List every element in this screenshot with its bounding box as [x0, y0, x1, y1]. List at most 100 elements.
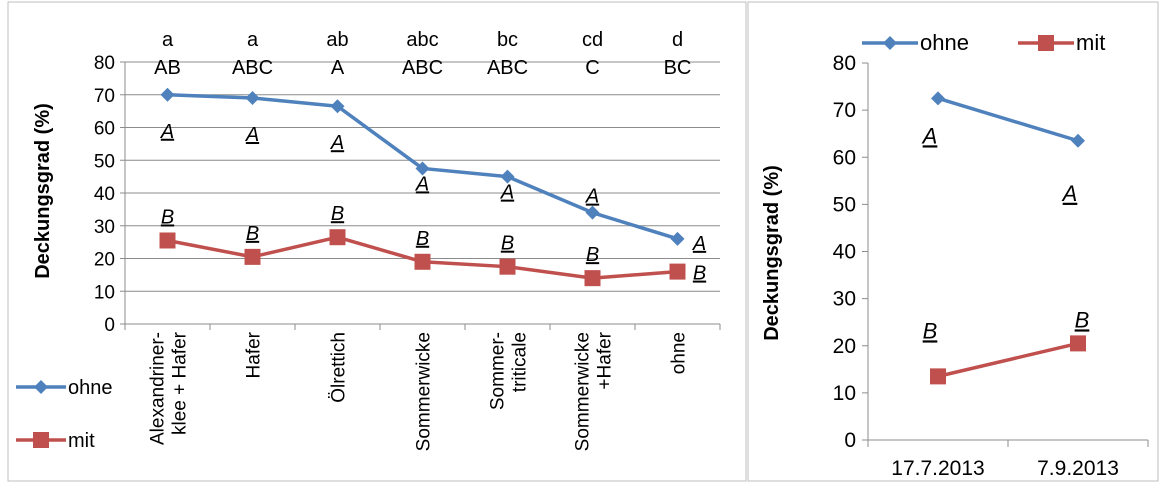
left-series-ohne-point	[670, 231, 685, 246]
right-y-tick-label: 20	[833, 335, 856, 358]
left-legend-mit-label: mit	[68, 430, 95, 452]
left-mit-significance-mark: B	[331, 203, 344, 225]
left-ohne-significance-mark: A	[585, 186, 599, 208]
right-legend-ohne-marker	[883, 36, 897, 50]
left-ohne-significance-mark: A	[330, 132, 344, 154]
left-series-mit-point	[414, 253, 431, 270]
left-sig-letter-row1: cd	[582, 29, 603, 51]
left-category-label: Sommer-triticale	[488, 332, 531, 410]
left-mit-significance-mark: B	[246, 223, 259, 245]
left-series-ohne-point	[585, 205, 600, 220]
left-sig-letter-row1: ab	[326, 29, 348, 51]
left-series-mit-point	[499, 258, 516, 275]
left-sig-letter-row2: BC	[664, 57, 692, 79]
right-mit-significance-mark: B	[923, 318, 938, 343]
left-panel-frame	[7, 1, 747, 482]
right-series-ohne-point	[1071, 133, 1085, 148]
right-y-tick-label: 40	[833, 241, 856, 264]
left-sig-letter-row2: ABC	[402, 57, 443, 79]
left-legend-ohne-marker	[34, 380, 48, 394]
right-y-tick-label: 80	[833, 52, 856, 75]
right-series-mit-point	[930, 368, 946, 385]
right-y-tick-label: 60	[833, 146, 856, 169]
left-category-label-line: Ölrettich	[329, 332, 350, 403]
right-y-tick-label: 0	[844, 429, 856, 452]
left-ohne-significance-mark: A	[160, 121, 174, 143]
left-mit-significance-mark: B	[416, 228, 429, 250]
left-y-axis-label: Deckungsgrad (%)	[32, 103, 54, 279]
left-y-tick-label: 0	[104, 315, 115, 336]
left-ohne-significance-mark: A	[500, 182, 514, 204]
left-category-label: Ölrettich	[329, 332, 350, 403]
left-category-label: Alexandriner-klee + Hafer	[148, 331, 191, 445]
right-panel-frame	[747, 1, 1159, 482]
right-category-label: 7.9.2013	[1037, 457, 1119, 480]
right-series-ohne-line	[937, 96, 1079, 143]
right-mit-significance-mark: B	[1075, 307, 1090, 332]
left-y-tick-label: 30	[94, 217, 115, 238]
left-category-label-line: Hafer	[244, 331, 265, 378]
left-sig-letter-row1: bc	[497, 29, 518, 51]
left-series-mit-point	[584, 270, 601, 287]
left-sig-letter-row1: abc	[406, 29, 438, 51]
right-series-mit-line	[937, 341, 1079, 379]
left-sig-letter-row1: a	[247, 29, 259, 51]
left-mit-significance-mark: B	[586, 244, 599, 266]
left-category-label-line: triticale	[510, 332, 531, 392]
left-sig-letter-row1: a	[162, 29, 174, 51]
left-series-mit-point	[159, 232, 176, 249]
left-legend-mit-marker	[33, 432, 49, 448]
left-category-label: Sommerwicke +Hafer	[573, 331, 616, 451]
left-category-label-line: ohne	[669, 332, 690, 374]
left-sig-letter-row2: ABC	[487, 57, 528, 79]
left-series-ohne-point	[245, 91, 260, 106]
left-y-tick-label: 50	[94, 151, 115, 172]
right-y-tick-label: 70	[833, 99, 856, 122]
right-series-ohne-point	[931, 91, 945, 106]
left-series-mit-point	[669, 263, 686, 280]
left-series-ohne-point	[415, 161, 430, 176]
right-ohne-significance-mark: A	[1061, 181, 1078, 206]
right-legend-mit-marker	[1038, 35, 1054, 51]
left-category-label-line: klee + Hafer	[170, 331, 191, 435]
right-y-axis-label: Deckungsgrad (%)	[761, 165, 783, 341]
right-series-mit-point	[1070, 335, 1086, 352]
left-ohne-significance-mark: A	[692, 233, 706, 255]
left-sig-letter-row1: d	[672, 29, 683, 51]
left-mit-significance-mark: B	[501, 233, 514, 255]
left-category-label: Sommerwicke	[414, 332, 435, 451]
left-mit-significance-mark: B	[161, 206, 174, 228]
left-sig-letter-row2: AB	[154, 57, 181, 79]
left-sig-letter-row2: C	[585, 57, 599, 79]
left-y-tick-label: 40	[94, 184, 115, 205]
left-sig-letter-row2: ABC	[232, 57, 273, 79]
left-category-label: Hafer	[244, 331, 265, 378]
left-sig-letter-row2: A	[331, 57, 345, 79]
right-y-tick-label: 50	[833, 193, 856, 216]
left-category-label-line: +Hafer	[595, 331, 616, 389]
left-ohne-significance-mark: A	[245, 124, 259, 146]
left-y-tick-label: 10	[94, 282, 115, 303]
left-ohne-significance-mark: A	[415, 173, 429, 195]
left-category-label-line: Alexandriner-	[148, 332, 169, 445]
left-category-label-line: Sommer-	[488, 332, 509, 410]
left-series-ohne-point	[330, 99, 345, 114]
right-y-tick-label: 10	[833, 382, 856, 405]
left-y-tick-label: 80	[94, 53, 115, 74]
left-mit-significance-mark: B	[693, 263, 706, 285]
right-category-label: 17.7.2013	[891, 457, 984, 480]
left-chart: 0 10 20 30 40 50 60 70 80 Deckungsgrad (%) Alexa…	[16, 29, 721, 452]
left-category-label: ohne	[669, 332, 690, 374]
right-ohne-significance-mark: A	[921, 123, 938, 148]
left-y-tick-label: 60	[94, 119, 115, 140]
left-legend-ohne-label: ohne	[68, 377, 113, 399]
left-series-mit-point	[329, 229, 346, 246]
left-series-mit-point	[244, 248, 261, 265]
right-y-tick-label: 30	[833, 288, 856, 311]
left-y-tick-label: 20	[94, 250, 115, 271]
right-legend-ohne-label: ohne	[920, 30, 969, 55]
left-y-tick-label: 70	[94, 86, 115, 107]
right-chart: 0 10 20 30 40 50 60 70 80 Deckungsgrad (%) 17.7.…	[761, 30, 1149, 480]
left-category-label-line: Sommerwicke	[414, 332, 435, 451]
